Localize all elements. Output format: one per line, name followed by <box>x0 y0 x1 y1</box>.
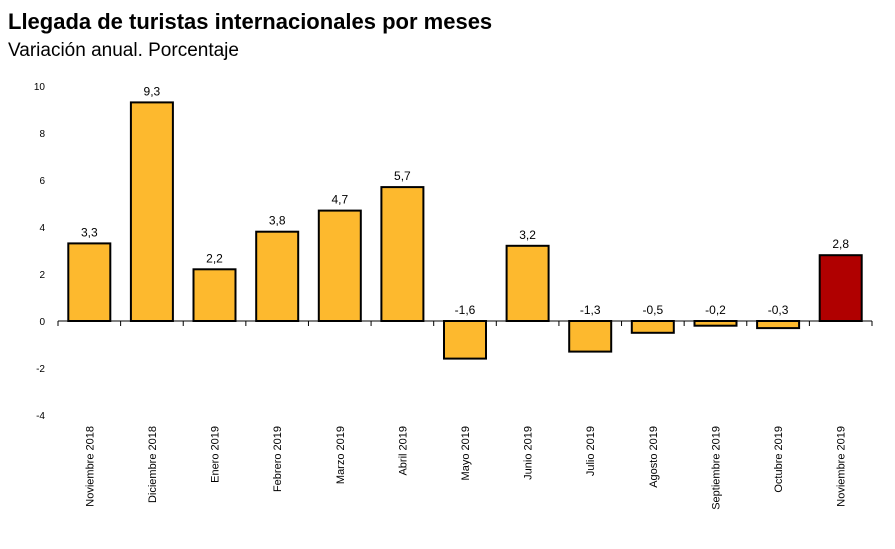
data-label: 2,2 <box>206 251 223 265</box>
bar <box>818 254 863 322</box>
chart-subtitle: Variación anual. Porcentaje <box>8 40 239 61</box>
zero-axis <box>57 320 873 326</box>
bar <box>443 320 487 360</box>
data-label: 2,8 <box>832 237 849 251</box>
data-label: 3,8 <box>269 214 286 228</box>
y-tick-label: 8 <box>39 129 45 140</box>
bar <box>568 320 613 353</box>
bar <box>693 320 738 327</box>
bar <box>255 230 300 322</box>
category-label: Noviembre 2019 <box>836 426 848 507</box>
y-tick-label: 2 <box>39 270 45 281</box>
bar <box>67 242 112 322</box>
data-labels: 3,3 9,3 2,2 3,8 4,7 5,7 -1,6 3,2 -1,3 -0,5 -0,2 -0,… <box>81 84 849 317</box>
data-label: -0,3 <box>768 303 789 317</box>
y-tick-label: 0 <box>39 317 45 328</box>
category-label: Septiembre 2019 <box>711 426 723 510</box>
bar <box>317 209 362 323</box>
category-label: Octubre 2019 <box>773 426 785 493</box>
y-tick-label: 4 <box>39 223 45 234</box>
bar <box>630 320 675 334</box>
bars <box>67 101 863 360</box>
y-tick-label: -4 <box>36 411 45 422</box>
category-label: Julio 2019 <box>585 426 597 476</box>
y-tick-label: 6 <box>39 176 45 187</box>
category-label: Agosto 2019 <box>648 426 660 488</box>
category-label: Junio 2019 <box>523 426 535 480</box>
chart-title: Llegada de turistas internacionales por … <box>8 9 493 34</box>
category-labels: Noviembre 2018 Diciembre 2018 Enero 2019 Fe… <box>84 426 847 510</box>
bar <box>756 320 801 330</box>
bar <box>380 186 425 322</box>
category-label: Febrero 2019 <box>272 426 284 492</box>
bar <box>192 268 237 322</box>
data-label: -0,5 <box>642 303 663 317</box>
category-label: Noviembre 2018 <box>84 426 96 507</box>
y-tick-label: 10 <box>34 82 46 93</box>
category-label: Diciembre 2018 <box>147 426 159 503</box>
data-label: 3,2 <box>519 228 536 242</box>
category-label: Enero 2019 <box>210 426 222 483</box>
y-axis: -4 -2 0 2 4 6 8 10 <box>34 82 46 422</box>
data-label: -1,3 <box>580 303 601 317</box>
category-label: Mayo 2019 <box>460 426 472 480</box>
data-label: 5,7 <box>394 169 411 183</box>
data-label: 4,7 <box>331 193 348 207</box>
bar <box>505 244 550 322</box>
category-label: Marzo 2019 <box>335 426 347 484</box>
data-label: -1,6 <box>455 303 476 317</box>
category-label: Abril 2019 <box>397 426 409 476</box>
bar <box>129 101 174 323</box>
data-label: 9,3 <box>144 84 161 98</box>
y-tick-label: -2 <box>36 364 45 375</box>
data-label: -0,2 <box>705 303 726 317</box>
data-label: 3,3 <box>81 225 98 239</box>
